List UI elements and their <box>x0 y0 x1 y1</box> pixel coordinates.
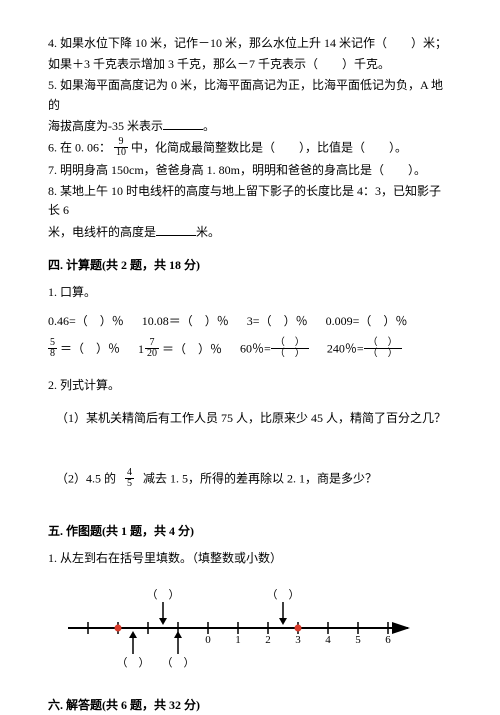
tick-5: 5 <box>355 634 361 646</box>
tick-4: 4 <box>325 634 331 646</box>
calc-row-2: 58 ＝（ ）％ 1720 ＝（ ）％ 60％=（ ）（ ） 240％=（ ）（… <box>48 339 452 360</box>
question-5-end: 。 <box>203 119 215 133</box>
tick-1: 1 <box>235 634 241 646</box>
tick-2: 2 <box>265 634 271 646</box>
number-line-figure: 0 1 2 3 4 5 6 （ ） （ ） （ ） （ ） <box>48 578 452 674</box>
blank-line-2 <box>156 223 196 236</box>
calc-item-4: 0.009=（ ）％ <box>326 312 408 331</box>
calc-item-7-text: 60％= <box>240 342 271 356</box>
section-4-q1: 1. 口算。 <box>48 283 452 302</box>
bot-paren-2: （ ） <box>162 656 195 668</box>
question-8-end: 米。 <box>196 225 220 239</box>
question-8-text: 米，电线杆的高度是 <box>48 225 156 239</box>
number-line-svg: 0 1 2 3 4 5 6 （ ） （ ） （ ） （ ） <box>48 578 428 668</box>
calc-item-5-text: ＝（ ）％ <box>57 342 120 356</box>
question-5-text: 海拔高度为-35 米表示 <box>48 119 163 133</box>
fraction-1-7-20: 1720 <box>138 339 159 360</box>
question-6-a: 6. 在 0. 06： <box>48 140 111 154</box>
section-4-q2: 2. 列式计算。 <box>48 376 452 395</box>
calc-item-8-text: 240％= <box>327 342 364 356</box>
calc-item-8: 240％=（ ）（ ） <box>327 339 402 360</box>
tick-3: 3 <box>295 634 301 646</box>
blank-fraction-1: （ ）（ ） <box>271 338 309 359</box>
question-8-line2: 米，电线杆的高度是 米。 <box>48 223 452 242</box>
tick-6: 6 <box>385 634 391 646</box>
tick-0: 0 <box>205 634 211 646</box>
section-4-q2-2b: 减去 1. 5，所得的差再除以 2. 1，商是多少？ <box>143 471 377 485</box>
question-6: 6. 在 0. 06： 910 中，化简成最简整数比是（ ），比值是（ ）。 <box>48 138 452 159</box>
bot-paren-1: （ ） <box>117 656 150 668</box>
blank-line <box>163 117 203 130</box>
calc-item-5: 58 ＝（ ）％ <box>48 339 120 360</box>
calc-item-7: 60％=（ ）（ ） <box>240 339 309 360</box>
calc-item-1: 0.46=（ ）％ <box>48 312 124 331</box>
question-4-line2: 如果＋3 千克表示增加 3 千克，那么－7 千克表示（ ）千克。 <box>48 55 452 74</box>
section-5-title: 五. 作图题(共 1 题，共 4 分) <box>48 522 452 541</box>
question-8-line1: 8. 某地上午 10 时电线杆的高度与地上留下影子的长度比是 4：3，已知影子长… <box>48 182 452 220</box>
calc-item-6: 1720 ＝（ ）％ <box>138 339 222 360</box>
section-4-q2-2a: （2）4.5 的 <box>56 471 116 485</box>
top-paren-1: （ ） <box>147 588 180 601</box>
question-5-line2: 海拔高度为-35 米表示 。 <box>48 117 452 136</box>
calc-row-1: 0.46=（ ）％ 10.08＝（ ）％ 3=（ ）％ 0.009=（ ）％ <box>48 312 452 331</box>
section-4-q2-2: （2）4.5 的 45 减去 1. 5，所得的差再除以 2. 1，商是多少？ <box>56 469 452 490</box>
question-4-line1: 4. 如果水位下降 10 米，记作－10 米，那么水位上升 14 米记作（ ）米… <box>48 34 452 53</box>
calc-item-2: 10.08＝（ ）％ <box>142 312 229 331</box>
question-7: 7. 明明身高 150cm，爸爸身高 1. 80m，明明和爸爸的身高比是（ ）。 <box>48 161 452 180</box>
question-6-b: 中，化简成最简整数比是（ ），比值是（ ）。 <box>131 140 407 154</box>
section-4-title: 四. 计算题(共 2 题，共 18 分) <box>48 256 452 275</box>
blank-fraction-2: （ ）（ ） <box>364 338 402 359</box>
fraction-9-10: 910 <box>114 137 128 158</box>
calc-item-3: 3=（ ）％ <box>247 312 308 331</box>
question-5-line1: 5. 如果海平面高度记为 0 米，比海平面高记为正，比海平面低记为负，A 地的 <box>48 76 452 114</box>
section-5-q1: 1. 从左到右在括号里填数。（填整数或小数） <box>48 549 452 568</box>
top-paren-2: （ ） <box>267 588 300 601</box>
section-6-title: 六. 解答题(共 6 题，共 32 分) <box>48 696 452 715</box>
calc-item-6-text: ＝（ ）％ <box>159 342 222 356</box>
section-4-q2-1: （1）某机关精简后有工作人员 75 人，比原来少 45 人，精简了百分之几？ <box>56 409 452 428</box>
fraction-4-5: 45 <box>125 468 134 489</box>
fraction-5-8: 58 <box>48 338 57 359</box>
